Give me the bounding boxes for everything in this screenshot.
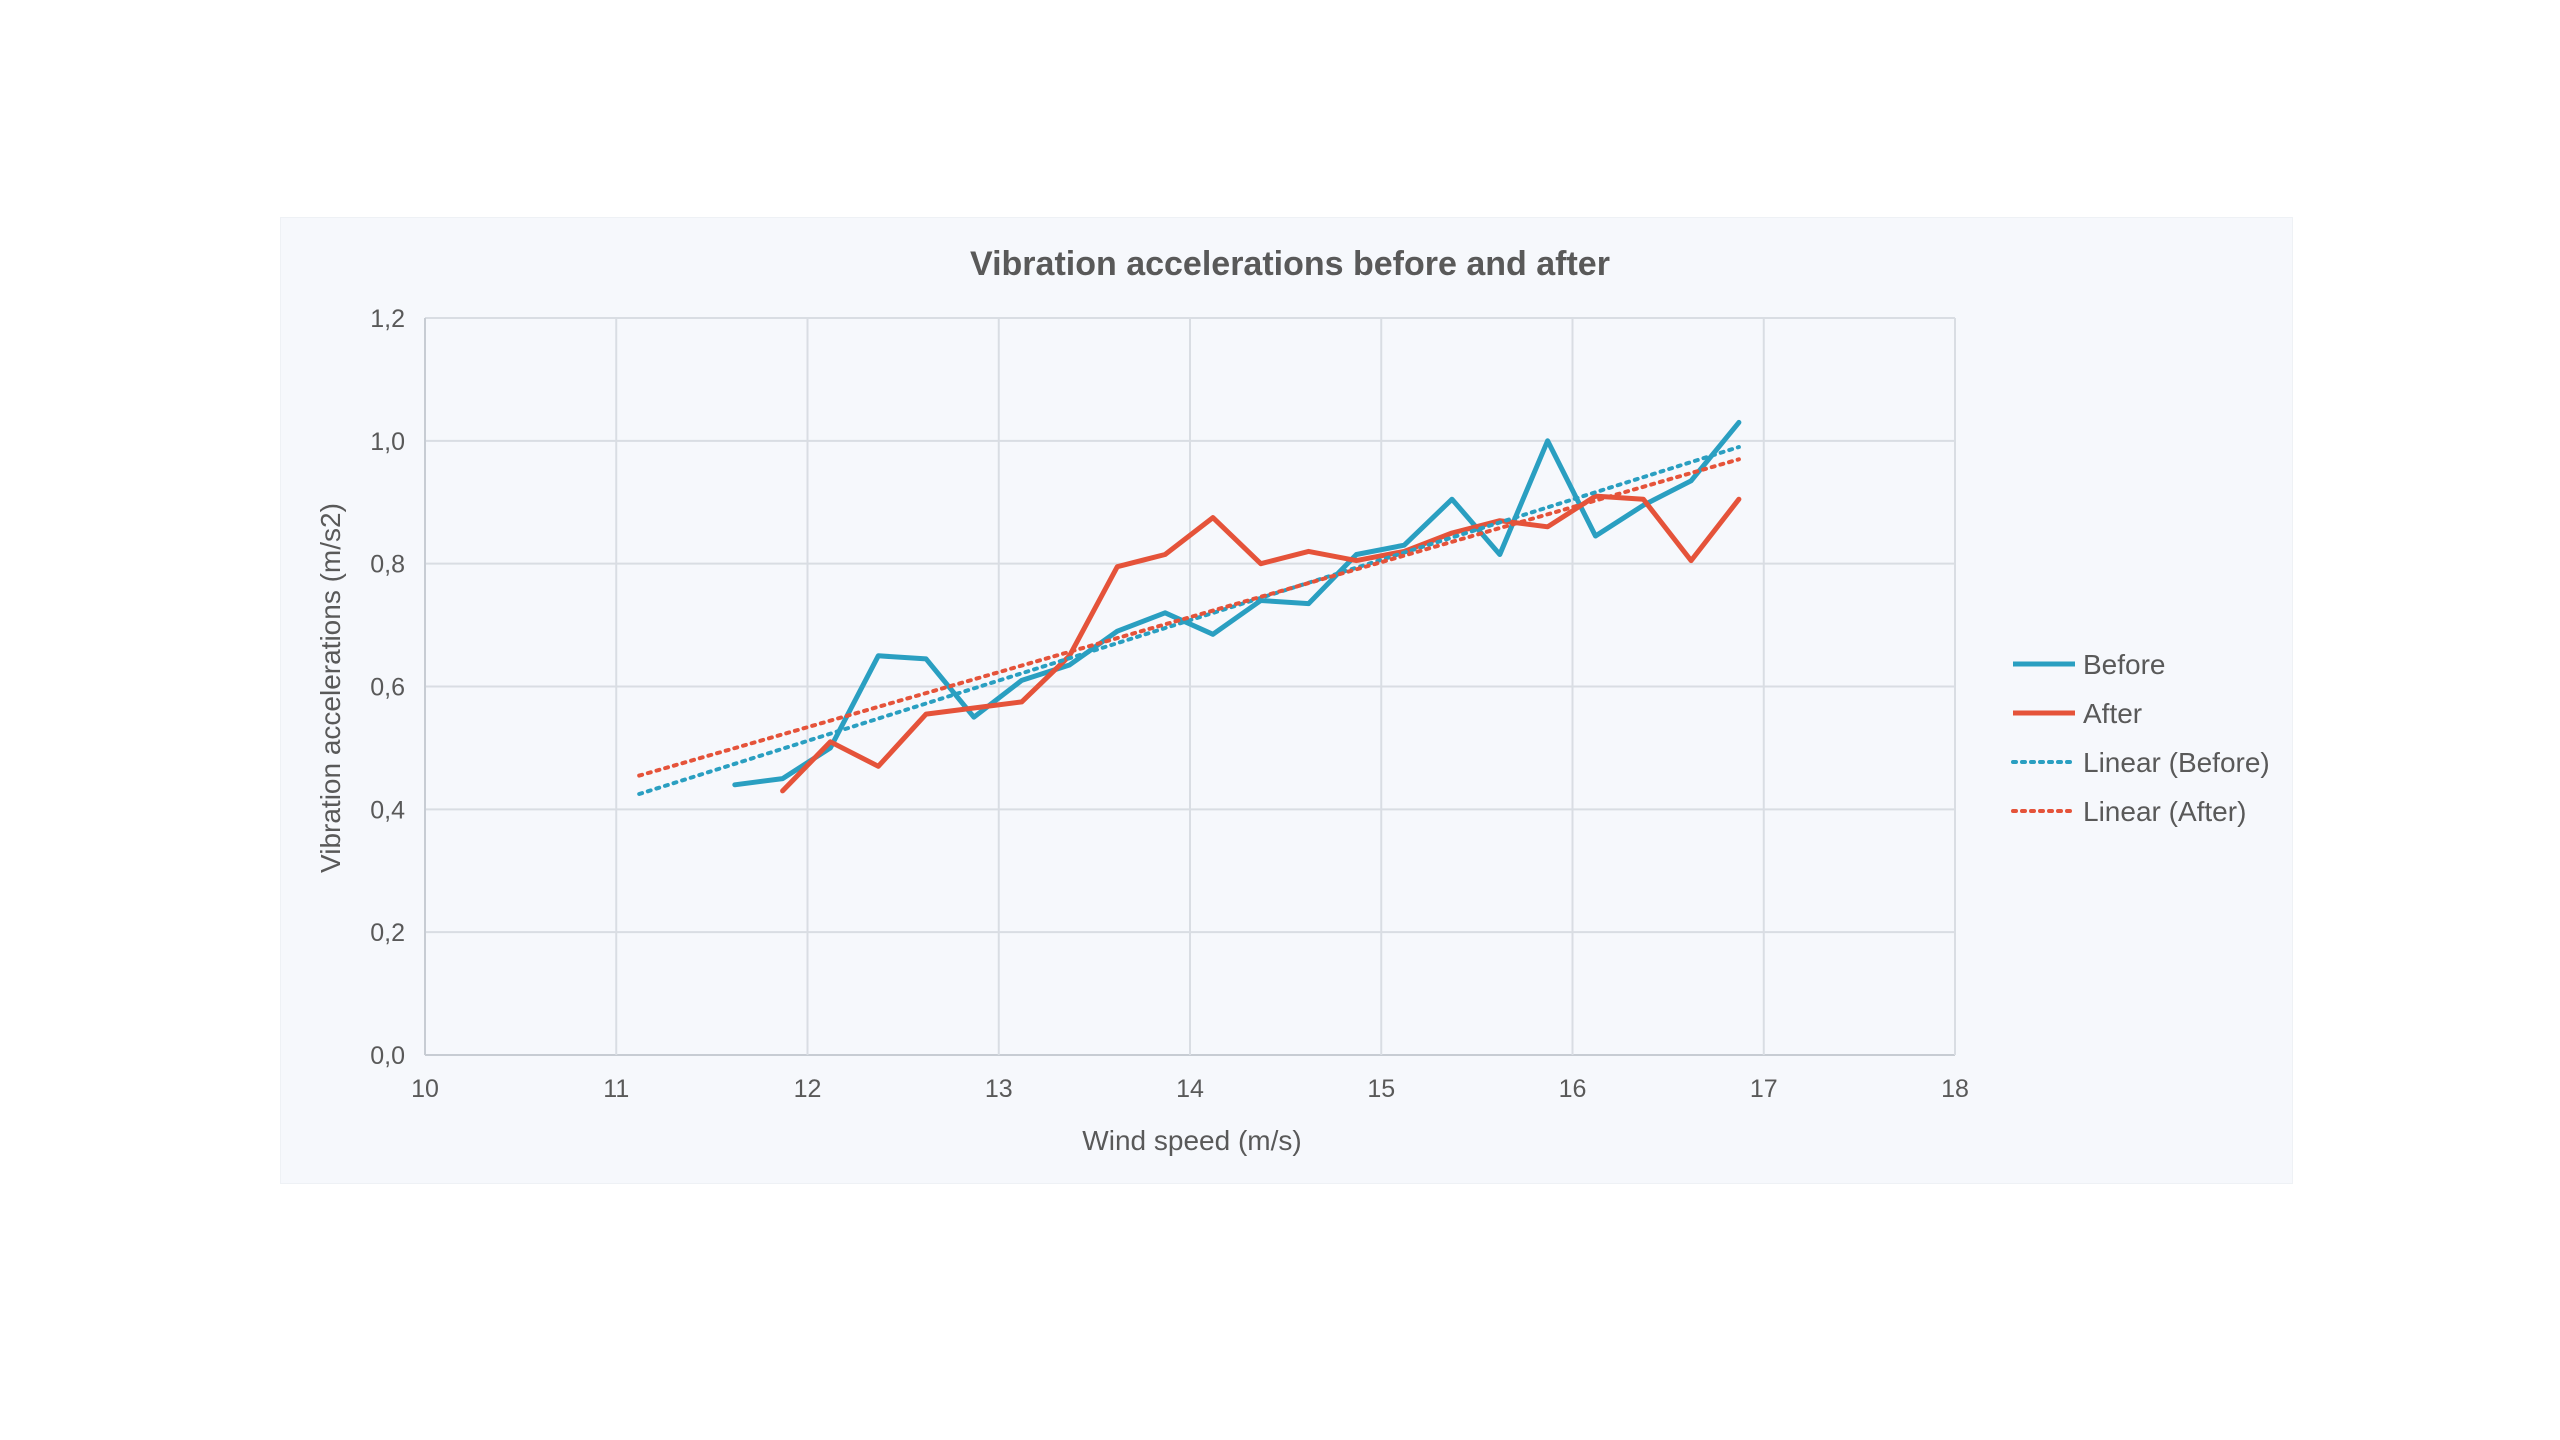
series-line-linear-before	[637, 445, 1741, 796]
legend-label: After	[2083, 698, 2142, 729]
y-axis-title: Vibration accelerations (m/s2)	[315, 503, 346, 873]
x-axis-title: Wind speed (m/s)	[1082, 1125, 1301, 1156]
legend-label: Linear (Before)	[2083, 747, 2270, 778]
x-tick-label: 15	[1367, 1075, 1395, 1103]
legend-label: Linear (After)	[2083, 796, 2246, 827]
series-layer	[637, 419, 1742, 796]
chart-title: Vibration accelerations before and after	[970, 245, 1610, 283]
legend-item: After	[2013, 698, 2142, 729]
legend-item: Before	[2013, 649, 2166, 680]
y-tick-label: 1,0	[370, 428, 405, 456]
grid-layer	[424, 317, 1956, 1056]
y-tick-label: 0,6	[370, 674, 405, 702]
x-tick-label: 16	[1559, 1075, 1587, 1103]
legend: Before After Linear (Before) Linear (After)	[2011, 649, 2270, 827]
y-tick-label: 0,0	[370, 1042, 405, 1070]
y-tick-label: 0,4	[370, 796, 405, 824]
x-tick-label: 14	[1176, 1075, 1204, 1103]
y-tick-label: 1,2	[370, 305, 405, 333]
legend-item: Linear (Before)	[2011, 747, 2270, 778]
x-tick-label: 17	[1750, 1075, 1778, 1103]
x-tick-label: 10	[411, 1075, 439, 1103]
series-line-linear-after	[637, 457, 1741, 778]
legend-label: Before	[2083, 649, 2166, 680]
legend-item: Linear (After)	[2011, 796, 2246, 827]
axes-layer: 0,0 0,2 0,4 0,6 0,8 1,0 1,2 10 11 12 13 14 15 16 17 18	[370, 305, 1969, 1103]
series-line-before	[732, 419, 1742, 788]
y-tick-label: 0,8	[370, 551, 405, 579]
x-tick-label: 13	[985, 1075, 1013, 1103]
series-line-after	[780, 493, 1742, 794]
x-tick-label: 18	[1941, 1075, 1969, 1103]
y-tick-label: 0,2	[370, 919, 405, 947]
x-tick-label: 11	[603, 1075, 629, 1103]
x-tick-label: 12	[794, 1075, 822, 1103]
